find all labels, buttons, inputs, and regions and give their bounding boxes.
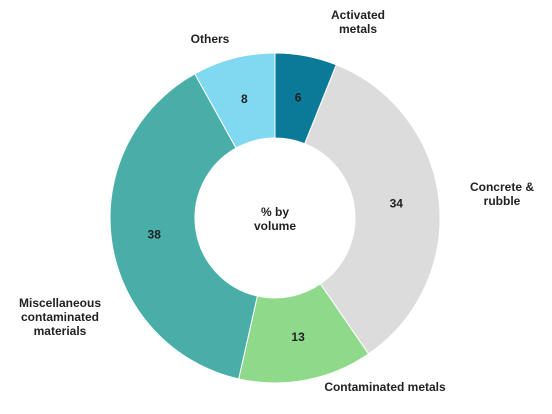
center-label: % by volume xyxy=(253,205,296,233)
category-label: Contaminated metals xyxy=(324,380,446,394)
category-label: Concrete & rubble xyxy=(469,180,534,208)
value-label: 13 xyxy=(291,330,305,344)
donut-slice xyxy=(109,73,258,380)
value-label: 38 xyxy=(148,228,162,242)
value-label: 6 xyxy=(295,90,302,104)
category-label: Activated metals xyxy=(330,8,386,36)
value-label: 8 xyxy=(241,92,248,106)
donut-slice xyxy=(304,64,441,355)
category-label: Others xyxy=(190,32,230,46)
value-label: 34 xyxy=(390,197,404,211)
donut-slice xyxy=(194,52,276,149)
category-label: Miscellaneous contaminated materials xyxy=(18,296,102,338)
